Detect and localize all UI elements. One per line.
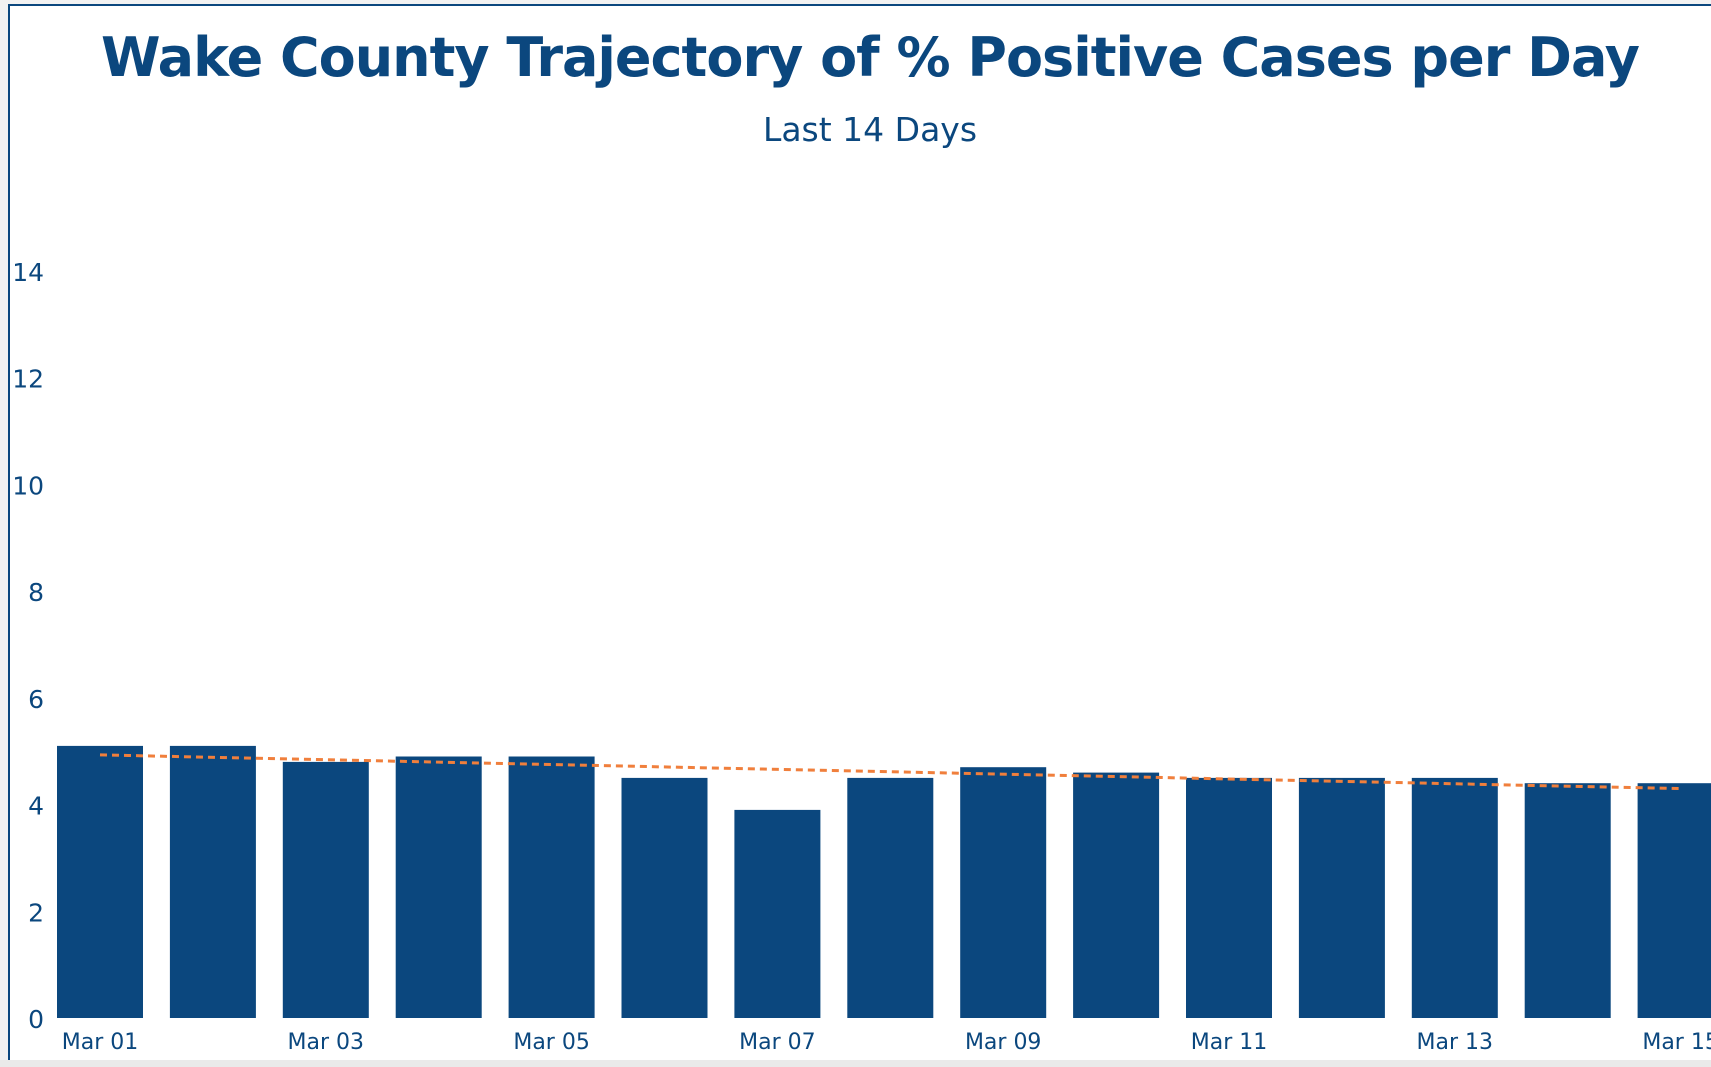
bar[interactable] xyxy=(57,745,143,1018)
x-tick-label: Mar 15 xyxy=(1642,1030,1711,1055)
y-tick-label: 14 xyxy=(12,258,44,287)
x-tick-label: Mar 07 xyxy=(739,1030,816,1055)
chart-title: Wake County Trajectory of % Positive Cas… xyxy=(101,26,1640,89)
y-tick-label: 0 xyxy=(28,1005,44,1034)
bar[interactable] xyxy=(508,756,595,1019)
bar[interactable] xyxy=(1637,783,1711,1018)
bar[interactable] xyxy=(395,756,482,1019)
y-tick-label: 6 xyxy=(28,685,44,714)
chart-subtitle: Last 14 Days xyxy=(762,110,978,149)
y-tick-label: 2 xyxy=(28,898,44,927)
x-axis: Mar 01 Mar 03 Mar 05 Mar 07 Mar 09 Mar 11 Mar … xyxy=(62,1030,1711,1055)
bar[interactable] xyxy=(847,777,934,1018)
bar[interactable] xyxy=(1524,783,1611,1018)
bar-series xyxy=(57,745,1711,1019)
y-tick-label: 4 xyxy=(28,792,44,821)
bar[interactable] xyxy=(1411,777,1498,1018)
bar[interactable] xyxy=(1186,777,1272,1018)
bottom-strip xyxy=(0,1060,1711,1067)
bar[interactable] xyxy=(960,767,1047,1018)
bar[interactable] xyxy=(734,809,821,1018)
x-tick-label: Mar 05 xyxy=(513,1030,590,1055)
bar[interactable] xyxy=(1073,772,1160,1018)
x-tick-label: Mar 09 xyxy=(965,1030,1042,1055)
x-tick-label: Mar 13 xyxy=(1417,1030,1494,1055)
y-tick-label: 12 xyxy=(12,365,44,394)
bar[interactable] xyxy=(621,777,708,1018)
y-tick-label: 10 xyxy=(12,471,44,500)
y-axis: 0 2 4 6 8 10 12 14 xyxy=(12,258,44,1034)
bar[interactable] xyxy=(1298,777,1385,1018)
bar[interactable] xyxy=(169,745,256,1018)
bar[interactable] xyxy=(282,761,369,1018)
x-tick-label: Mar 11 xyxy=(1191,1030,1268,1055)
y-tick-label: 8 xyxy=(28,578,44,607)
x-tick-label: Mar 01 xyxy=(62,1030,139,1055)
x-tick-label: Mar 03 xyxy=(288,1030,365,1055)
